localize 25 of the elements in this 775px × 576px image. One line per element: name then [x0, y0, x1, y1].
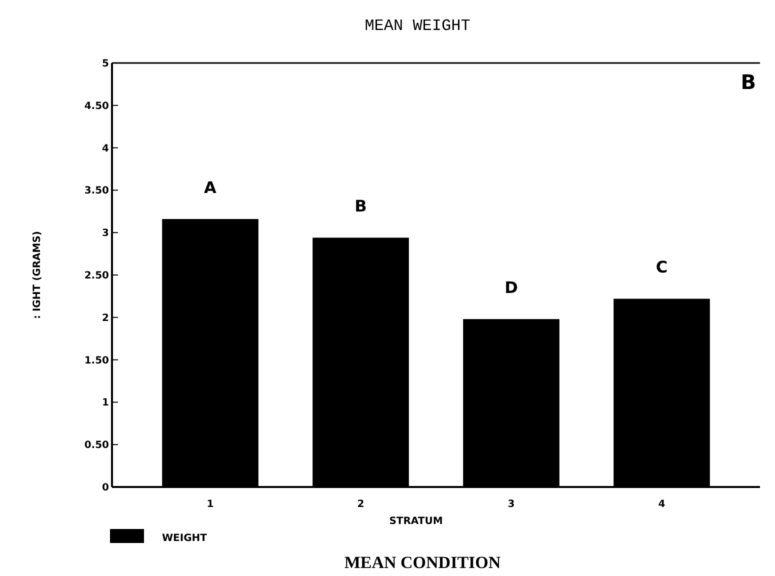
y-tick-label: 5	[102, 58, 110, 70]
legend-label: WEIGHT	[162, 533, 208, 544]
annotation: A	[204, 178, 218, 198]
x-tick-label: 4	[658, 499, 666, 510]
y-tick-label: 0	[102, 482, 110, 494]
y-tick-label: 0.50	[84, 440, 110, 452]
x-tick-label: 2	[357, 499, 364, 510]
y-tick-label: 1.50	[84, 355, 110, 366]
y-tick-label: 4	[102, 143, 110, 154]
x-tick-label: 1	[206, 499, 214, 510]
y-axis-title: : IGHT (GRAMS)	[32, 230, 43, 320]
annotation: B	[740, 70, 756, 94]
annotation: C	[656, 258, 668, 277]
x-tick-label: 3	[508, 499, 515, 510]
annotation: B	[354, 196, 367, 216]
y-tick-label: 4.50	[84, 100, 110, 112]
y-tick-label: 2.50	[84, 270, 110, 282]
annotation: D	[504, 278, 518, 298]
x-axis-title: STRATUM	[389, 516, 443, 527]
y-tick-label: 3.50	[84, 186, 110, 197]
text: MEAN CONDITION	[344, 553, 502, 572]
y-tick-label: 3	[102, 228, 110, 240]
chart-title: MEAN WEIGHT	[364, 17, 470, 35]
y-tick-label: 2	[102, 312, 110, 324]
y-tick-label: 1	[102, 398, 110, 409]
